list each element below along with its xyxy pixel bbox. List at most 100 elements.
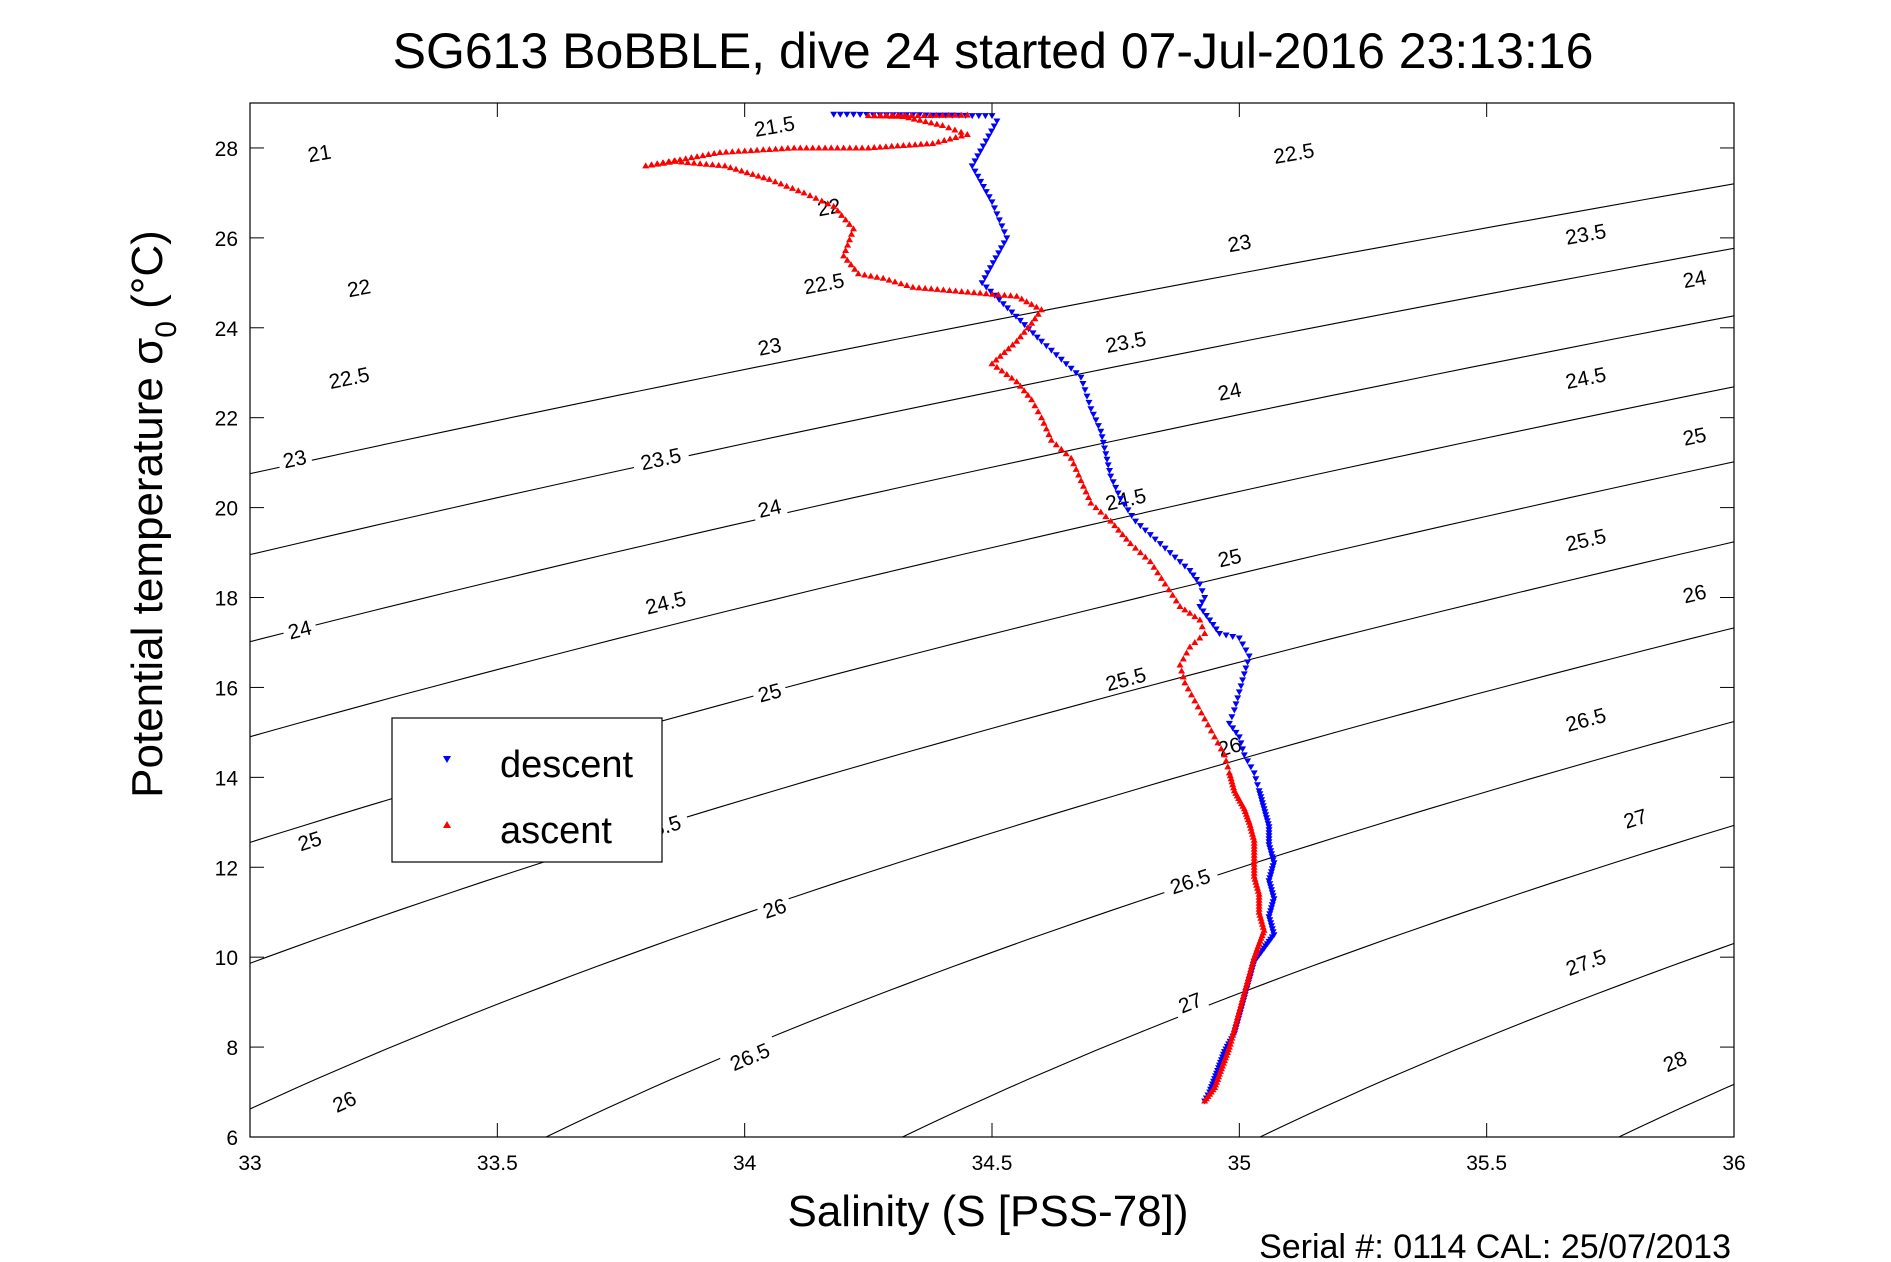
- ascent-data-point: [1020, 328, 1028, 335]
- ascent-data-point: [1020, 387, 1028, 394]
- ascent-data-point: [840, 144, 848, 151]
- density-contour-label-background: [1675, 578, 1714, 608]
- ascent-data-point: [1191, 639, 1199, 645]
- descent-data-point: [998, 223, 1006, 230]
- descent-data-point: [993, 118, 1001, 125]
- x-axis-tick-label: 35: [1228, 1152, 1251, 1175]
- descent-data-point: [1237, 683, 1245, 690]
- density-contour-label-background: [1655, 1044, 1695, 1078]
- ascent-data-point: [665, 158, 673, 165]
- descent-data-point: [1067, 365, 1075, 372]
- ascent-data-point: [1034, 408, 1042, 415]
- ascent-data-point: [771, 178, 779, 185]
- descent-data-point: [1240, 671, 1248, 678]
- ascent-data-point: [1033, 303, 1040, 310]
- ascent-data-point: [765, 146, 773, 152]
- descent-data-point: [1117, 496, 1125, 503]
- ascent-data-point: [1038, 414, 1045, 421]
- density-contour-label: 26: [1675, 578, 1714, 608]
- descent-data-point: [985, 133, 993, 140]
- ascent-data-point: [1196, 616, 1204, 623]
- ascent-data-point: [885, 276, 893, 283]
- ascent-data-point: [861, 271, 869, 278]
- density-contour-label-background: [1095, 481, 1156, 516]
- descent-data-point: [997, 245, 1005, 252]
- ascent-data-point: [840, 252, 848, 259]
- ascent-data-point: [806, 192, 814, 199]
- ascent-data-point: [1184, 685, 1192, 692]
- ascent-data-point: [809, 144, 817, 151]
- density-contour-label-background: [280, 614, 319, 644]
- y-axis-tick-label: 8: [226, 1037, 238, 1060]
- ascent-data-point: [1115, 526, 1123, 533]
- ascent-data-point: [1224, 763, 1232, 770]
- descent-data-point: [968, 113, 976, 120]
- ascent-data-point: [759, 146, 767, 153]
- ascent-data-point: [854, 270, 862, 277]
- x-axis-label: Salinity (S [PSS-78]): [787, 1187, 1188, 1236]
- y-axis-tick-label: 6: [226, 1127, 238, 1150]
- descent-data-point: [1114, 490, 1122, 497]
- density-contour-label-text: 25: [1681, 424, 1709, 451]
- ascent-data-point: [1016, 333, 1024, 340]
- density-contour-label: 24: [1211, 376, 1248, 406]
- ascent-data-point: [800, 189, 808, 196]
- ascent-data-point: [699, 152, 707, 159]
- density-contour-label: 23: [751, 331, 788, 361]
- ascent-data-point: [933, 285, 941, 292]
- ascent-data-point: [716, 149, 724, 155]
- ascent-data-point: [1196, 634, 1204, 641]
- x-axis-tick-label: 33.5: [477, 1152, 518, 1175]
- ascent-data-point: [842, 216, 850, 223]
- density-contour-line: [544, 720, 1734, 1137]
- ascent-data-point: [911, 141, 919, 148]
- ascent-data-point: [1023, 298, 1031, 305]
- ascent-data-point: [1132, 544, 1139, 551]
- descent-data-point: [1202, 613, 1210, 619]
- ascent-data-point: [1214, 739, 1222, 746]
- ascent-data-point: [894, 142, 902, 149]
- descent-data-point: [1212, 626, 1220, 633]
- ascent-data-point: [871, 112, 878, 119]
- ascent-data-point: [653, 160, 661, 167]
- density-contour-label-text: 24: [1216, 379, 1244, 406]
- density-contour-label-background: [319, 360, 379, 394]
- ascent-data-point: [1031, 315, 1039, 322]
- ascent-data-point: [963, 131, 971, 137]
- density-contour-label: 22.5: [1264, 136, 1324, 169]
- ascent-data-point: [914, 112, 922, 119]
- ascent-data-point: [715, 161, 723, 168]
- ascent-data-point: [1013, 378, 1021, 385]
- ascent-data-point: [1087, 499, 1095, 506]
- density-contour-label-background: [1096, 325, 1156, 358]
- ascent-data-point: [1141, 553, 1149, 560]
- ascent-data-point: [684, 159, 692, 166]
- density-contour-label-background: [630, 441, 691, 475]
- descent-data-point: [1242, 665, 1250, 672]
- density-contour-line: [250, 315, 1734, 643]
- legend-box: [391, 717, 663, 863]
- ascent-data-point: [1107, 517, 1115, 524]
- descent-data-point: [1240, 752, 1248, 759]
- legend-descent-label: descent: [500, 744, 634, 786]
- ascent-data-point: [996, 352, 1004, 359]
- descent-data-point: [1081, 387, 1089, 394]
- descent-data-point: [1198, 599, 1206, 606]
- descent-data-point: [1244, 659, 1252, 666]
- descent-data-point: [1247, 764, 1255, 771]
- ascent-data-point: [899, 142, 907, 148]
- ascent-data-point: [945, 111, 953, 118]
- descent-data-point: [1107, 473, 1115, 480]
- chart-title: SG613 BoBBLE, dive 24 started 07-Jul-201…: [393, 23, 1594, 79]
- ascent-data-point: [917, 140, 925, 147]
- ascent-data-point: [754, 172, 762, 179]
- ascent-data-point: [1186, 643, 1194, 650]
- ascent-data-point: [1165, 586, 1173, 593]
- descent-data-point: [1008, 309, 1016, 316]
- density-contour-label-text: 23: [281, 446, 309, 473]
- ascent-data-point: [735, 147, 742, 154]
- descent-data-point: [1235, 734, 1243, 741]
- density-contour-label-background: [301, 138, 338, 167]
- ascent-data-point: [738, 167, 746, 174]
- ascent-data-point: [1016, 382, 1024, 389]
